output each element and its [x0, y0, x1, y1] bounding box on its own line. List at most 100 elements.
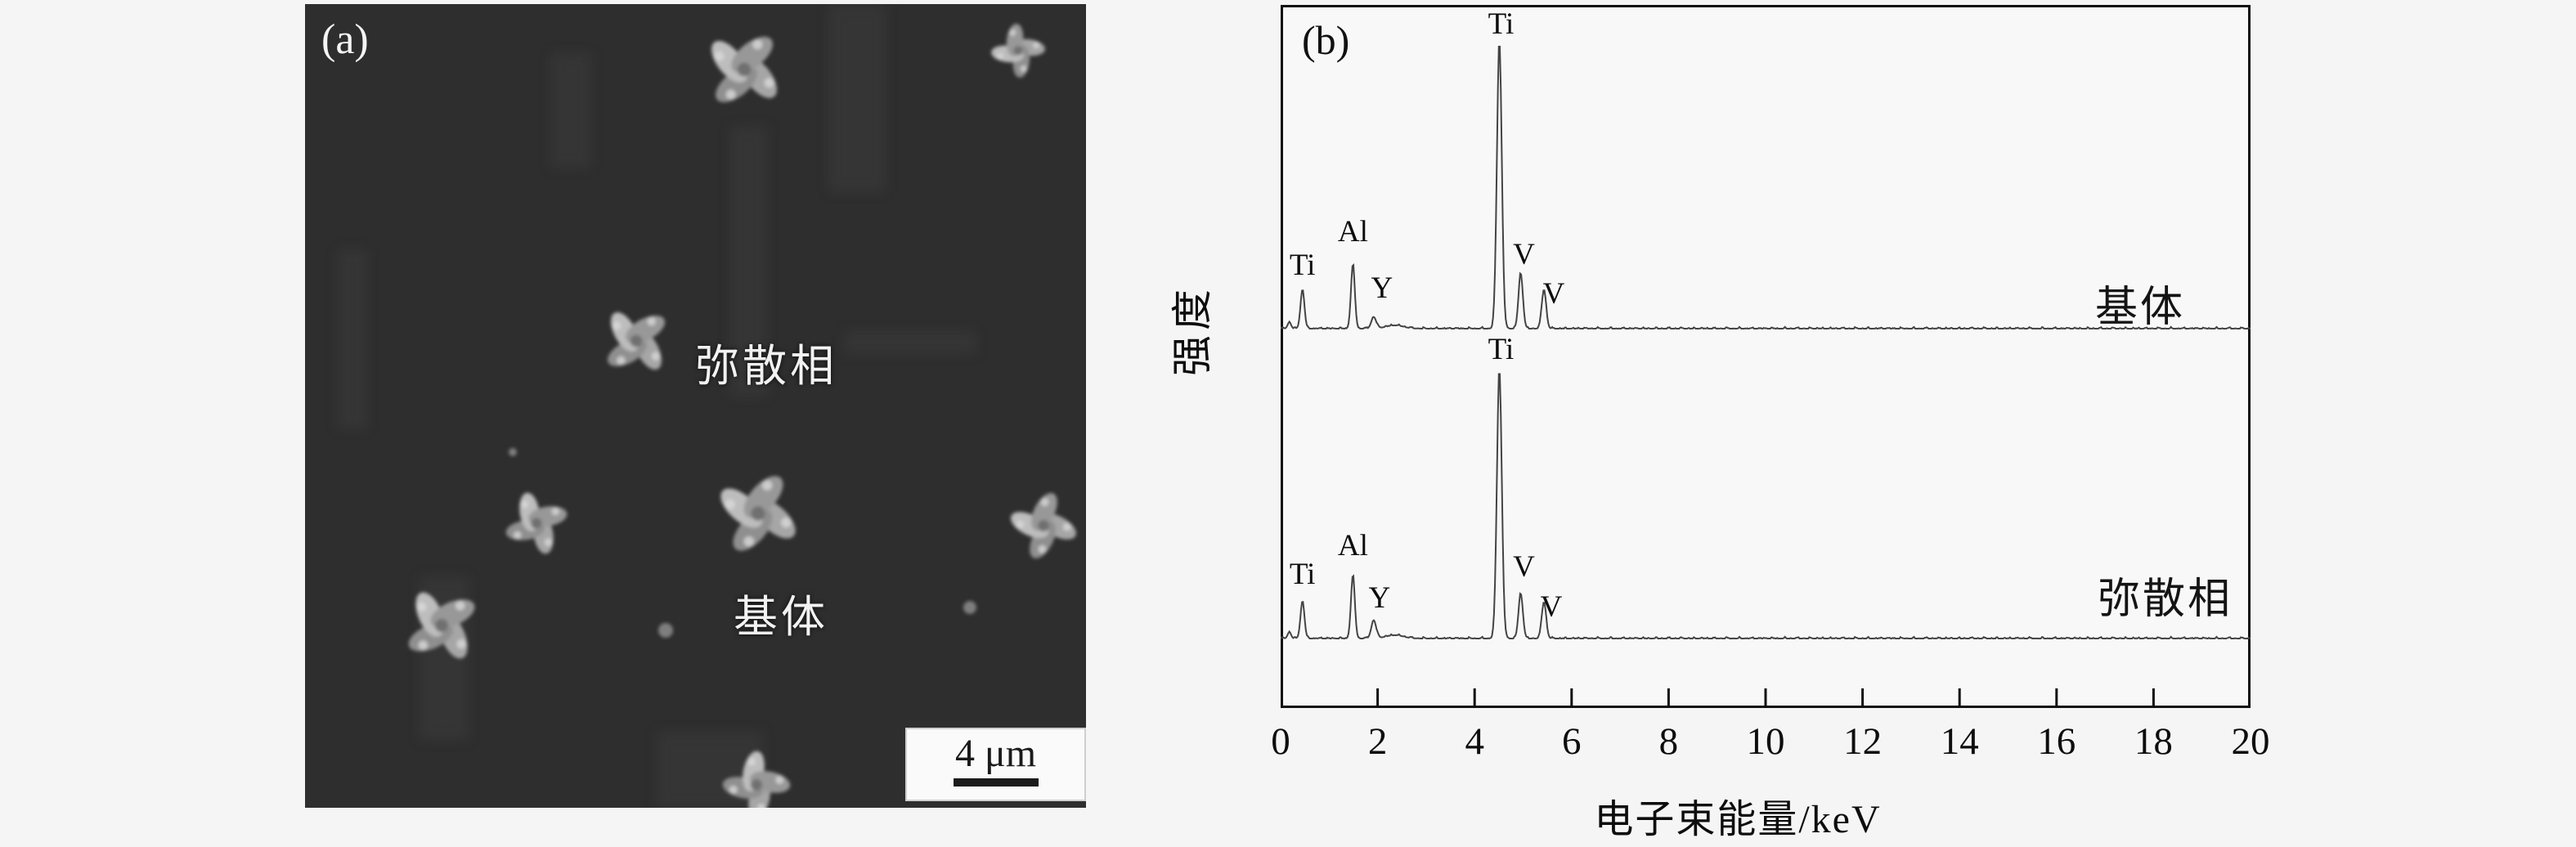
- particle-highlight: [520, 500, 529, 509]
- scale-bar-line: [953, 778, 1039, 786]
- particle-highlight: [757, 804, 766, 808]
- particle-highlight: [1038, 544, 1047, 553]
- particle-highlight: [612, 321, 622, 330]
- particle-petal: [733, 509, 773, 551]
- particle-highlight: [775, 775, 784, 784]
- matrix-annotation: 基体: [734, 593, 828, 642]
- particle-highlight: [551, 507, 560, 516]
- x-tick-label-10: 10: [1746, 720, 1785, 763]
- peak-label-ti-s1-0: Ti: [1289, 558, 1316, 592]
- particle-highlight: [1020, 65, 1027, 73]
- particle-5: [1011, 493, 1076, 558]
- texture-streak-6: [338, 249, 367, 429]
- particle-highlight: [725, 89, 736, 100]
- dispersed-phase-particles: [408, 24, 1076, 808]
- particle-center: [737, 62, 752, 77]
- particle-highlight: [617, 356, 626, 365]
- micrograph-texture: [338, 4, 976, 808]
- panel-b-tag: (b): [1302, 17, 1350, 63]
- particle-petal: [1030, 520, 1057, 558]
- x-tick-label-12: 12: [1843, 720, 1883, 763]
- y-axis-title: 强度: [1169, 285, 1215, 376]
- peak-label-al-s1-1: Al: [1337, 529, 1368, 563]
- peak-label-v-s0-5: V: [1542, 277, 1565, 311]
- scale-bar: 4 μm: [905, 728, 1086, 801]
- particle-3: [505, 492, 568, 554]
- particle-4: [720, 476, 796, 551]
- particle-highlight: [416, 602, 427, 612]
- particle-highlight: [651, 352, 661, 361]
- panel-a-tag: (a): [321, 16, 369, 63]
- particle-highlight: [1009, 29, 1016, 36]
- x-axis-title: 电子束能量/keV: [1594, 798, 1882, 841]
- particle-6: [408, 592, 475, 659]
- particle-highlight: [1033, 42, 1040, 49]
- x-tick-label-16: 16: [2037, 720, 2076, 763]
- peak-label-v-s1-4: V: [1513, 549, 1535, 584]
- peak-label-y-s0-2: Y: [1371, 271, 1393, 305]
- x-tick-label-4: 4: [1465, 720, 1484, 763]
- eds-spectrum-plot: [1280, 5, 2251, 708]
- particle-highlight: [743, 536, 755, 547]
- peak-label-al-s0-1: Al: [1337, 214, 1368, 249]
- x-tick-label-14: 14: [1940, 720, 1979, 763]
- small-particle-0: [658, 623, 673, 638]
- particle-center: [1038, 520, 1049, 531]
- texture-streak-2: [550, 53, 591, 168]
- eds-spectrum-panel: [1280, 5, 2251, 708]
- peak-label-ti-s1-3: Ti: [1488, 333, 1515, 366]
- x-tick-label-20: 20: [2231, 720, 2270, 763]
- particle-center: [1013, 46, 1023, 56]
- x-tick-label-0: 0: [1271, 720, 1290, 763]
- particle-highlight: [761, 480, 773, 491]
- small-particle-1: [963, 601, 976, 614]
- particle-highlight: [752, 39, 763, 50]
- particle-highlight: [725, 499, 735, 510]
- spectrum-curve-1: [1280, 373, 2251, 640]
- x-tick-label-2: 2: [1367, 720, 1388, 763]
- particle-highlight: [544, 538, 553, 547]
- particle-center: [434, 618, 449, 633]
- particle-highlight: [781, 517, 792, 528]
- particle-petal: [720, 488, 763, 528]
- peak-label-ti-s0-3: Ti: [1488, 7, 1515, 41]
- peak-label-ti-s0-0: Ti: [1289, 249, 1316, 283]
- spectrum-curve-0: [1280, 46, 2251, 330]
- particle-highlight: [1040, 498, 1049, 507]
- sem-micrograph-image: [338, 4, 1076, 808]
- series-label-matrix: 基体: [2095, 285, 2186, 331]
- dispersed-phase-annotation: 弥散相: [695, 342, 837, 391]
- peak-label-v-s1-5: V: [1540, 590, 1563, 625]
- peak-label-y-s1-2: Y: [1368, 580, 1391, 615]
- particle-center: [751, 779, 762, 791]
- particle-highlight: [513, 531, 522, 540]
- small-particle-2: [509, 448, 517, 456]
- particle-petal: [1030, 493, 1057, 531]
- texture-streak-3: [845, 331, 976, 354]
- x-tick-label-18: 18: [2134, 720, 2173, 763]
- particle-highlight: [996, 52, 1003, 60]
- particle-highlight: [747, 757, 756, 766]
- particle-center: [751, 506, 765, 521]
- particle-1: [991, 24, 1045, 78]
- particle-highlight: [418, 640, 429, 651]
- scale-bar-label: 4 μm: [954, 732, 1037, 775]
- particle-petal: [743, 476, 783, 518]
- particle-center: [630, 334, 643, 347]
- particle-petal: [1011, 512, 1049, 539]
- texture-streak-0: [828, 4, 886, 192]
- particle-0: [711, 37, 777, 102]
- particle-highlight: [456, 639, 467, 649]
- particle-highlight: [764, 78, 774, 88]
- particle-highlight: [647, 316, 656, 326]
- peak-label-v-s0-4: V: [1513, 238, 1535, 272]
- particle-2: [608, 312, 665, 370]
- particle-highlight: [714, 51, 725, 61]
- texture-streak-1: [730, 127, 767, 397]
- plot-frame: [1281, 5, 2251, 708]
- sem-micrograph-panel: (a) 弥散相 基体 4 μm: [305, 4, 1086, 808]
- particle-7: [722, 751, 791, 808]
- particle-highlight: [455, 600, 465, 611]
- particle-highlight: [729, 786, 738, 795]
- particle-highlight: [1016, 520, 1025, 529]
